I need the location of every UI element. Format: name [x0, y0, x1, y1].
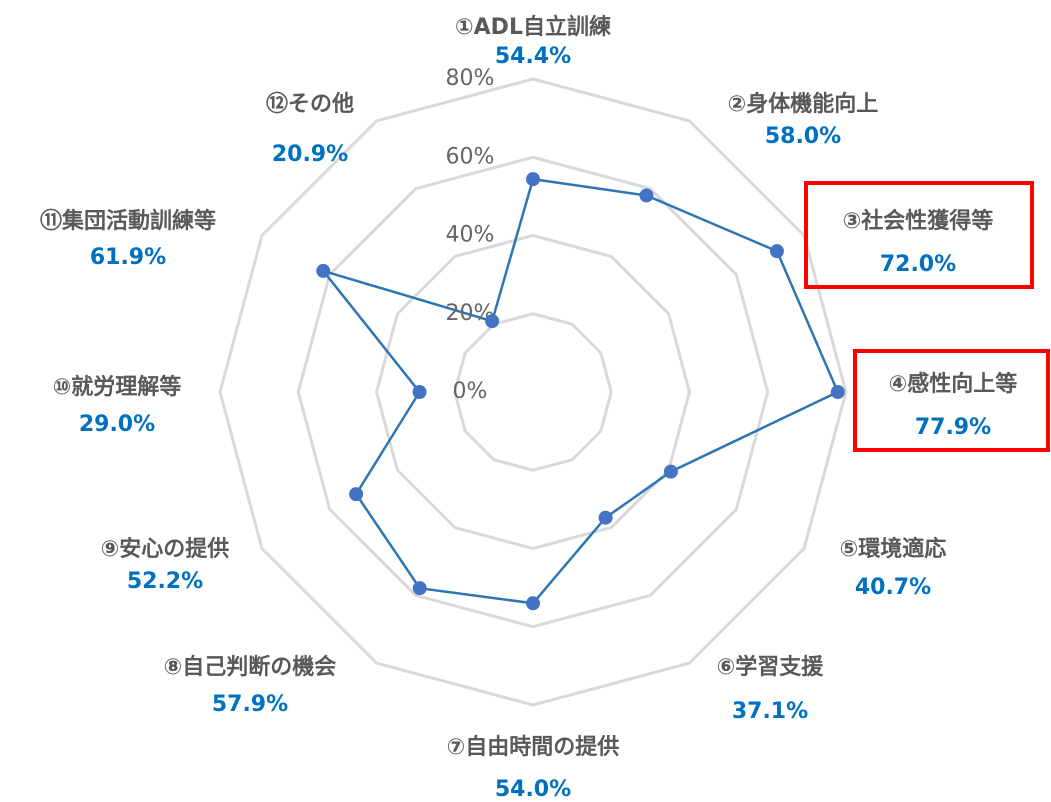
- category-label: ⑨安心の提供: [101, 536, 230, 562]
- marker: [526, 172, 540, 187]
- marker: [485, 314, 500, 329]
- category-label: ⑦自由時間の提供: [447, 734, 620, 760]
- value-label: 29.0%: [79, 412, 155, 437]
- marker: [663, 464, 678, 479]
- value-label: 57.9%: [212, 692, 288, 717]
- marker: [830, 385, 845, 399]
- category-label: ③社会性獲得等: [843, 208, 994, 234]
- category-label: ⑩就労理解等: [53, 374, 182, 400]
- radial-tick-label: 80%: [446, 66, 495, 91]
- marker: [639, 188, 654, 203]
- marker: [316, 263, 331, 278]
- value-label: 61.9%: [90, 245, 166, 270]
- category-label: ①ADL自立訓練: [455, 14, 611, 40]
- marker: [769, 244, 784, 259]
- category-label: ⑧自己判断の機会: [164, 654, 337, 680]
- marker: [526, 596, 540, 611]
- value-label: 52.2%: [127, 569, 203, 594]
- value-label: 20.9%: [272, 142, 348, 167]
- grid-ring: [374, 233, 692, 551]
- value-label: 77.9%: [915, 415, 991, 440]
- category-label: ⑤環境適応: [840, 536, 947, 562]
- value-label: 54.4%: [495, 44, 571, 69]
- value-label: 37.1%: [732, 699, 808, 724]
- grid-ring: [296, 155, 770, 629]
- radial-tick-label: 60%: [446, 144, 495, 169]
- value-label: 58.0%: [765, 124, 841, 149]
- category-label: ④感性向上等: [889, 371, 1018, 397]
- marker: [412, 385, 427, 399]
- category-label: ⑥学習支援: [717, 654, 825, 680]
- marker: [412, 581, 427, 596]
- highlight-box: [804, 181, 1034, 289]
- highlight-box: [853, 349, 1050, 452]
- category-label: ⑫その他: [266, 91, 354, 117]
- value-label: 40.7%: [855, 575, 931, 600]
- marker: [598, 510, 613, 525]
- series-line: [319, 177, 840, 605]
- marker: [349, 487, 364, 502]
- value-label: 72.0%: [880, 252, 956, 277]
- radial-tick-label: 40%: [446, 223, 495, 248]
- category-label: ⑪集団活動訓練等: [40, 208, 216, 234]
- grid-ring: [453, 312, 613, 472]
- value-label: 54.0%: [495, 777, 571, 802]
- radial-tick-label: 0%: [453, 379, 488, 404]
- category-label: ②身体機能向上: [728, 91, 879, 117]
